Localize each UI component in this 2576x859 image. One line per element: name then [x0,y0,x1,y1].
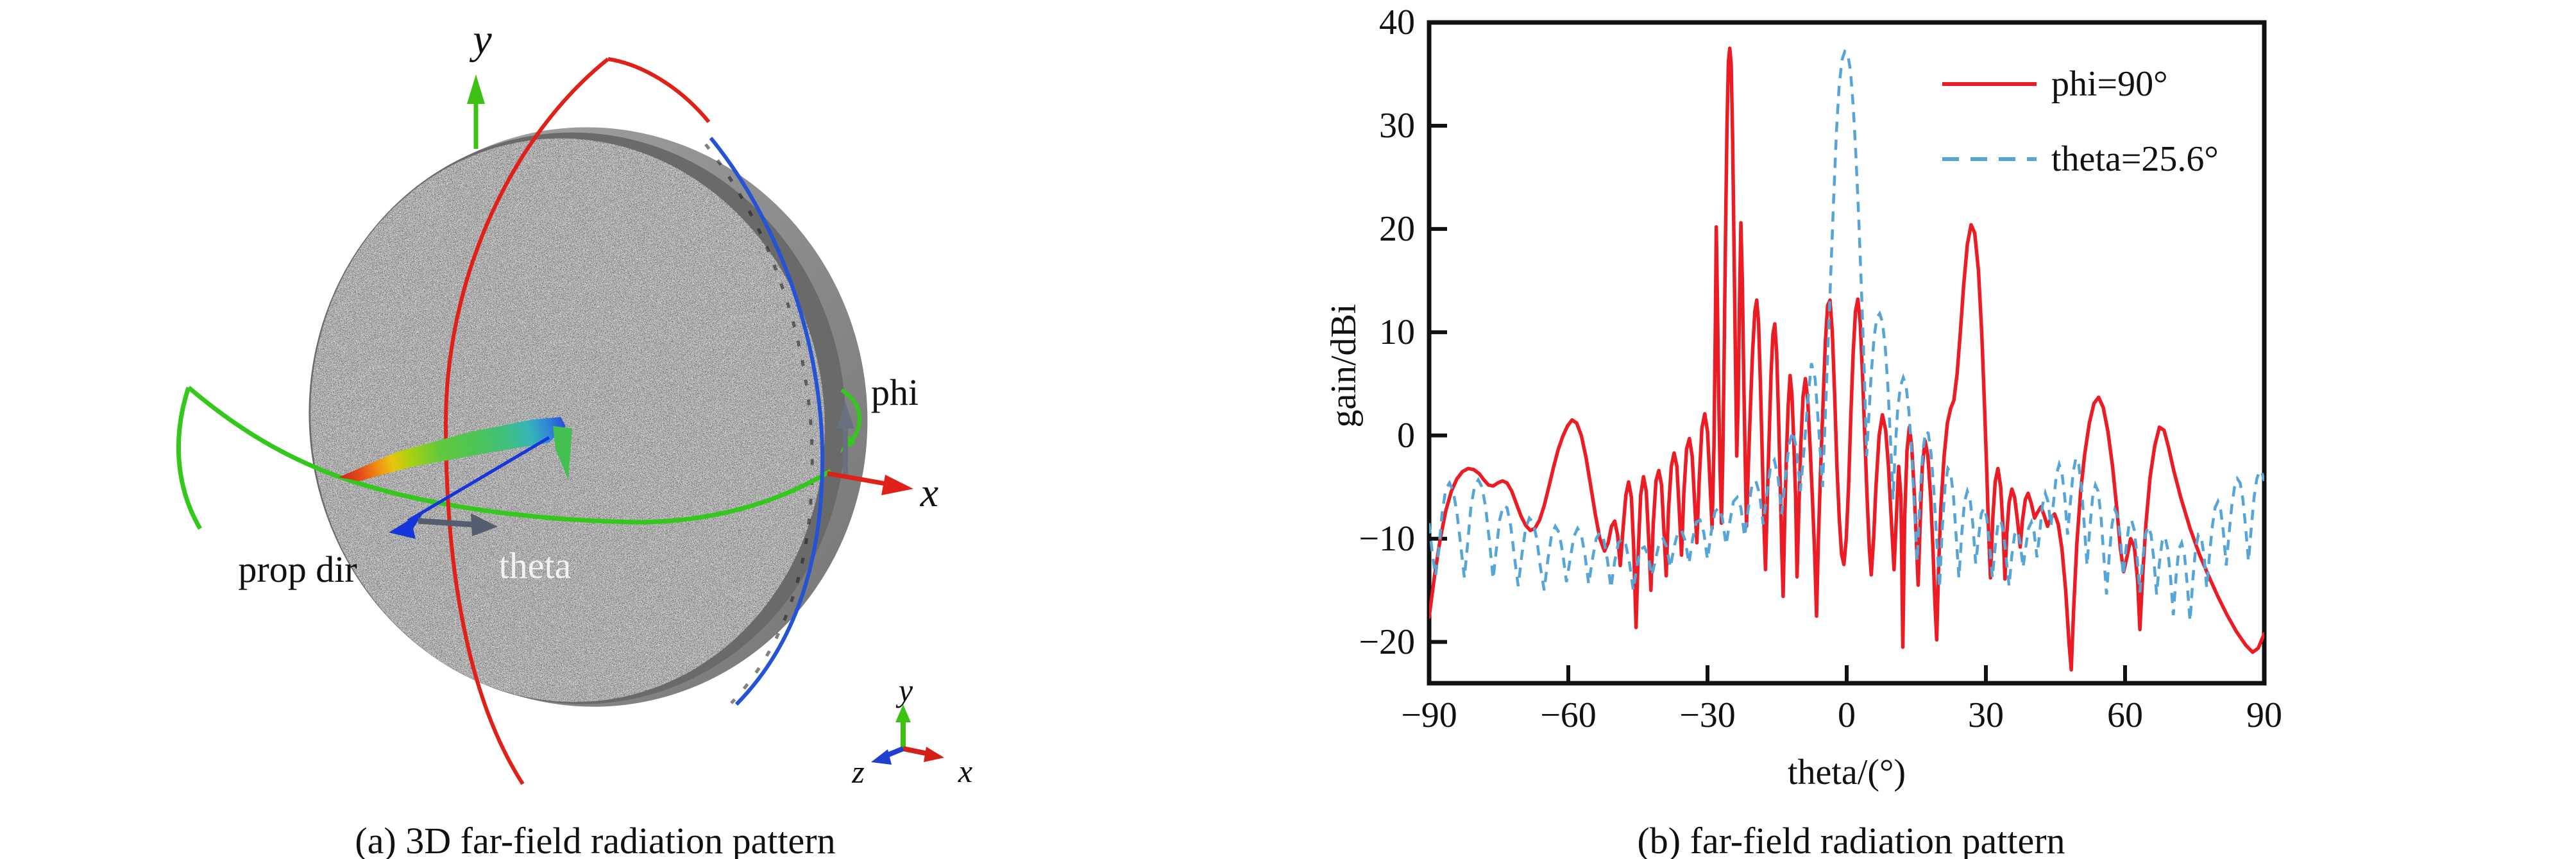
caption-panel-a: (a) 3D far-field radiation pattern [355,820,836,859]
label-triad-x: x [958,753,973,789]
coordinate-triad [871,704,944,765]
farfield-chart [1427,20,2267,686]
radiation-beam [339,417,572,481]
series-theta256-curve [1429,49,2264,622]
label-prop-dir: prop dir [238,549,357,590]
label-x-axis: x [920,470,939,515]
prop-dir-arrow [389,436,550,539]
axis-ticks [1427,21,2266,683]
x-tick-label: 90 [2246,695,2282,735]
legend-label-theta: theta=25.6° [2051,139,2219,179]
y-tick-label: 10 [1379,312,1415,352]
x-tick-label: 30 [1968,695,2004,735]
legend-label-phi: phi=90° [2051,64,2168,104]
y-tick-label: 0 [1397,415,1415,455]
y-tick-label: 30 [1379,105,1415,146]
y-tick-label: 20 [1379,208,1415,249]
label-triad-y: y [898,672,913,708]
y-axis-title: gain/dBi [1324,303,1364,428]
disc-edge-dashes [704,143,814,704]
y-tick-label: −20 [1359,622,1415,662]
beam-fin [553,426,572,480]
label-theta: theta [498,545,572,586]
theta-arrow [418,513,498,536]
caption-panel-b: (b) far-field radiation pattern [1637,820,2065,859]
legend [1942,82,2037,161]
x-tick-label: 60 [2107,695,2143,735]
x-axis-arrow [827,471,913,495]
x-tick-label: −90 [1401,695,1457,735]
radiation-3d-panel [176,57,944,785]
meridian-blue [709,137,825,706]
x-axis-title: theta/(°) [1787,753,1906,792]
x-tick-label: 0 [1838,695,1856,735]
equator-ring [176,386,832,530]
x-tick-label: −30 [1679,695,1736,735]
label-y-axis: y [473,16,492,63]
x-tick-label: −60 [1540,695,1597,735]
disc-face [310,138,825,702]
meridian-red [443,57,711,785]
phi-up-arrow [836,403,854,476]
y-axis-arrow [467,74,485,149]
y-tick-label: 40 [1379,3,1415,42]
label-phi: phi [870,371,919,413]
label-triad-z: z [852,754,865,790]
y-tick-label: −10 [1359,518,1415,559]
